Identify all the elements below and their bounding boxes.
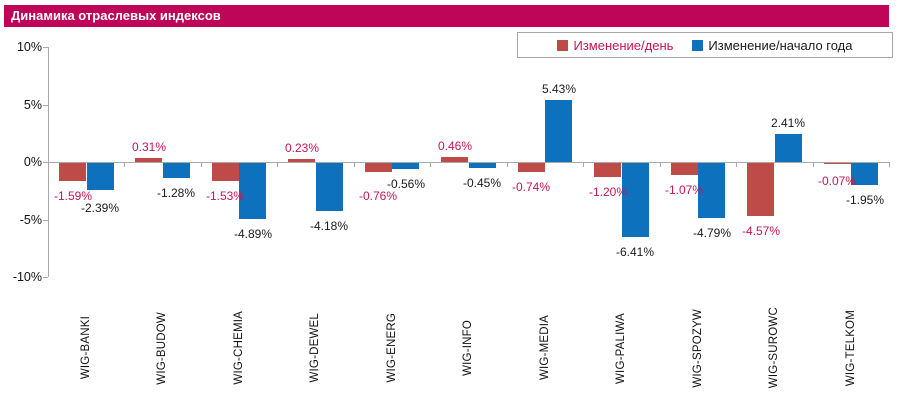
category-label-cell: WIG-INFO — [430, 296, 506, 400]
day-bar — [824, 163, 851, 164]
y-axis-tick-label: 5% — [23, 97, 42, 112]
x-axis-tick — [201, 162, 202, 167]
x-axis-tick — [583, 162, 584, 167]
legend: Изменение/день Изменение/начало года — [517, 32, 893, 58]
day-value-label: -1.07% — [664, 183, 704, 197]
category-label: WIG-BUDOW — [156, 311, 168, 385]
category-label: WIG-SUROWC — [768, 307, 780, 389]
legend-item-ytd: Изменение/начало года — [692, 37, 853, 53]
category-label-cell: WIG-MEDIA — [507, 296, 583, 400]
ytd-bar — [163, 163, 190, 178]
category-label: WIG-BANKI — [80, 316, 92, 380]
day-bar — [747, 163, 774, 216]
category-label: WIG-INFO — [462, 320, 474, 376]
day-value-label: -0.74% — [511, 180, 551, 194]
category-label-cell: WIG-SPOZYW — [660, 296, 736, 400]
ytd-value-label: -4.89% — [233, 227, 273, 241]
ytd-value-label: -1.95% — [845, 193, 885, 207]
y-axis-tick — [43, 277, 48, 278]
day-value-label: 0.23% — [284, 141, 320, 155]
day-bar — [365, 163, 392, 172]
x-axis-tick — [736, 162, 737, 167]
category-label: WIG-TELKOM — [845, 309, 857, 387]
ytd-bar — [469, 163, 496, 168]
day-value-label: -0.07% — [817, 174, 857, 188]
category-label: WIG-DEWEL — [309, 313, 321, 383]
category-label-cell: WIG-DEWEL — [277, 296, 353, 400]
day-bar — [59, 163, 86, 181]
y-axis-tick — [43, 104, 48, 106]
day-value-label: -1.20% — [588, 185, 628, 199]
y-axis-tick — [43, 219, 48, 221]
category-label-cell: WIG-CHEMIA — [201, 296, 277, 400]
ytd-bar — [239, 163, 266, 219]
ytd-bar — [851, 163, 878, 185]
day-value-label: -0.76% — [358, 189, 398, 203]
ytd-bar — [392, 163, 419, 169]
x-axis-tick — [507, 162, 508, 167]
legend-item-day: Изменение/день — [557, 38, 673, 53]
ytd-value-label: -2.39% — [80, 201, 120, 215]
y-axis-tick — [43, 162, 48, 163]
y-axis-tick-label: -10% — [12, 270, 42, 284]
day-bar — [518, 163, 545, 172]
category-label-cell: WIG-BUDOW — [124, 296, 200, 400]
y-axis-tick-label: 0% — [23, 155, 42, 169]
day-series-swatch-icon — [557, 39, 569, 51]
ytd-value-label: -6.41% — [615, 245, 655, 259]
ytd-value-label: -0.45% — [462, 176, 502, 190]
day-bar — [594, 163, 621, 177]
legend-label-ytd: Изменение/начало года — [708, 37, 853, 53]
chart-title: Динамика отраслевых индексов — [11, 8, 221, 23]
ytd-value-label: -4.79% — [692, 226, 732, 240]
day-bar — [671, 163, 698, 175]
ytd-bar — [775, 134, 802, 162]
x-axis-tick — [813, 162, 814, 167]
category-label: WIG-MEDIA — [539, 315, 551, 381]
day-bar — [288, 159, 315, 162]
day-value-label: 0.46% — [437, 139, 473, 153]
x-axis-tick — [354, 162, 355, 167]
category-label-cell: WIG-BANKI — [48, 296, 124, 400]
ytd-bar — [622, 163, 649, 237]
x-axis-tick — [660, 162, 661, 167]
x-axis-tick — [889, 162, 890, 167]
category-label: WIG-CHEMIA — [233, 311, 245, 385]
day-value-label: -4.57% — [741, 224, 781, 238]
ytd-series-swatch-icon — [692, 39, 704, 51]
ytd-value-label: -0.56% — [386, 177, 426, 191]
x-axis-tick — [430, 162, 431, 167]
x-axis-zero-line — [48, 162, 889, 163]
category-label: WIG-ENERG — [386, 313, 398, 383]
x-axis-tick — [48, 162, 49, 167]
category-label-cell: WIG-SUROWC — [736, 296, 812, 400]
legend-label-day: Изменение/день — [573, 37, 674, 53]
ytd-value-label: 2.41% — [770, 116, 806, 130]
y-axis-tick — [43, 47, 48, 48]
category-label-cell: WIG-PALIWA — [583, 296, 659, 400]
day-value-label: -1.59% — [53, 189, 93, 203]
day-bar — [441, 157, 468, 162]
category-label: WIG-SPOZYW — [692, 308, 704, 388]
category-label: WIG-PALIWA — [615, 312, 627, 384]
category-label-cell: WIG-TELKOM — [813, 296, 889, 400]
ytd-bar — [545, 100, 572, 162]
ytd-value-label: 5.43% — [541, 82, 577, 96]
x-axis-tick — [277, 162, 278, 167]
day-value-label: 0.31% — [131, 140, 167, 154]
category-label-cell: WIG-ENERG — [354, 296, 430, 400]
x-axis-tick — [124, 162, 125, 167]
ytd-bar — [698, 163, 725, 218]
day-bar — [212, 163, 239, 181]
day-bar — [135, 158, 162, 162]
ytd-bar — [87, 163, 114, 190]
ytd-value-label: -4.18% — [309, 219, 349, 233]
chart-title-banner: Динамика отраслевых индексов — [4, 5, 889, 27]
ytd-bar — [316, 163, 343, 211]
day-value-label: -1.53% — [205, 189, 245, 203]
ytd-value-label: -1.28% — [156, 186, 196, 200]
y-axis-tick-label: 10% — [16, 40, 42, 54]
y-axis-tick-label: -5% — [19, 212, 42, 227]
